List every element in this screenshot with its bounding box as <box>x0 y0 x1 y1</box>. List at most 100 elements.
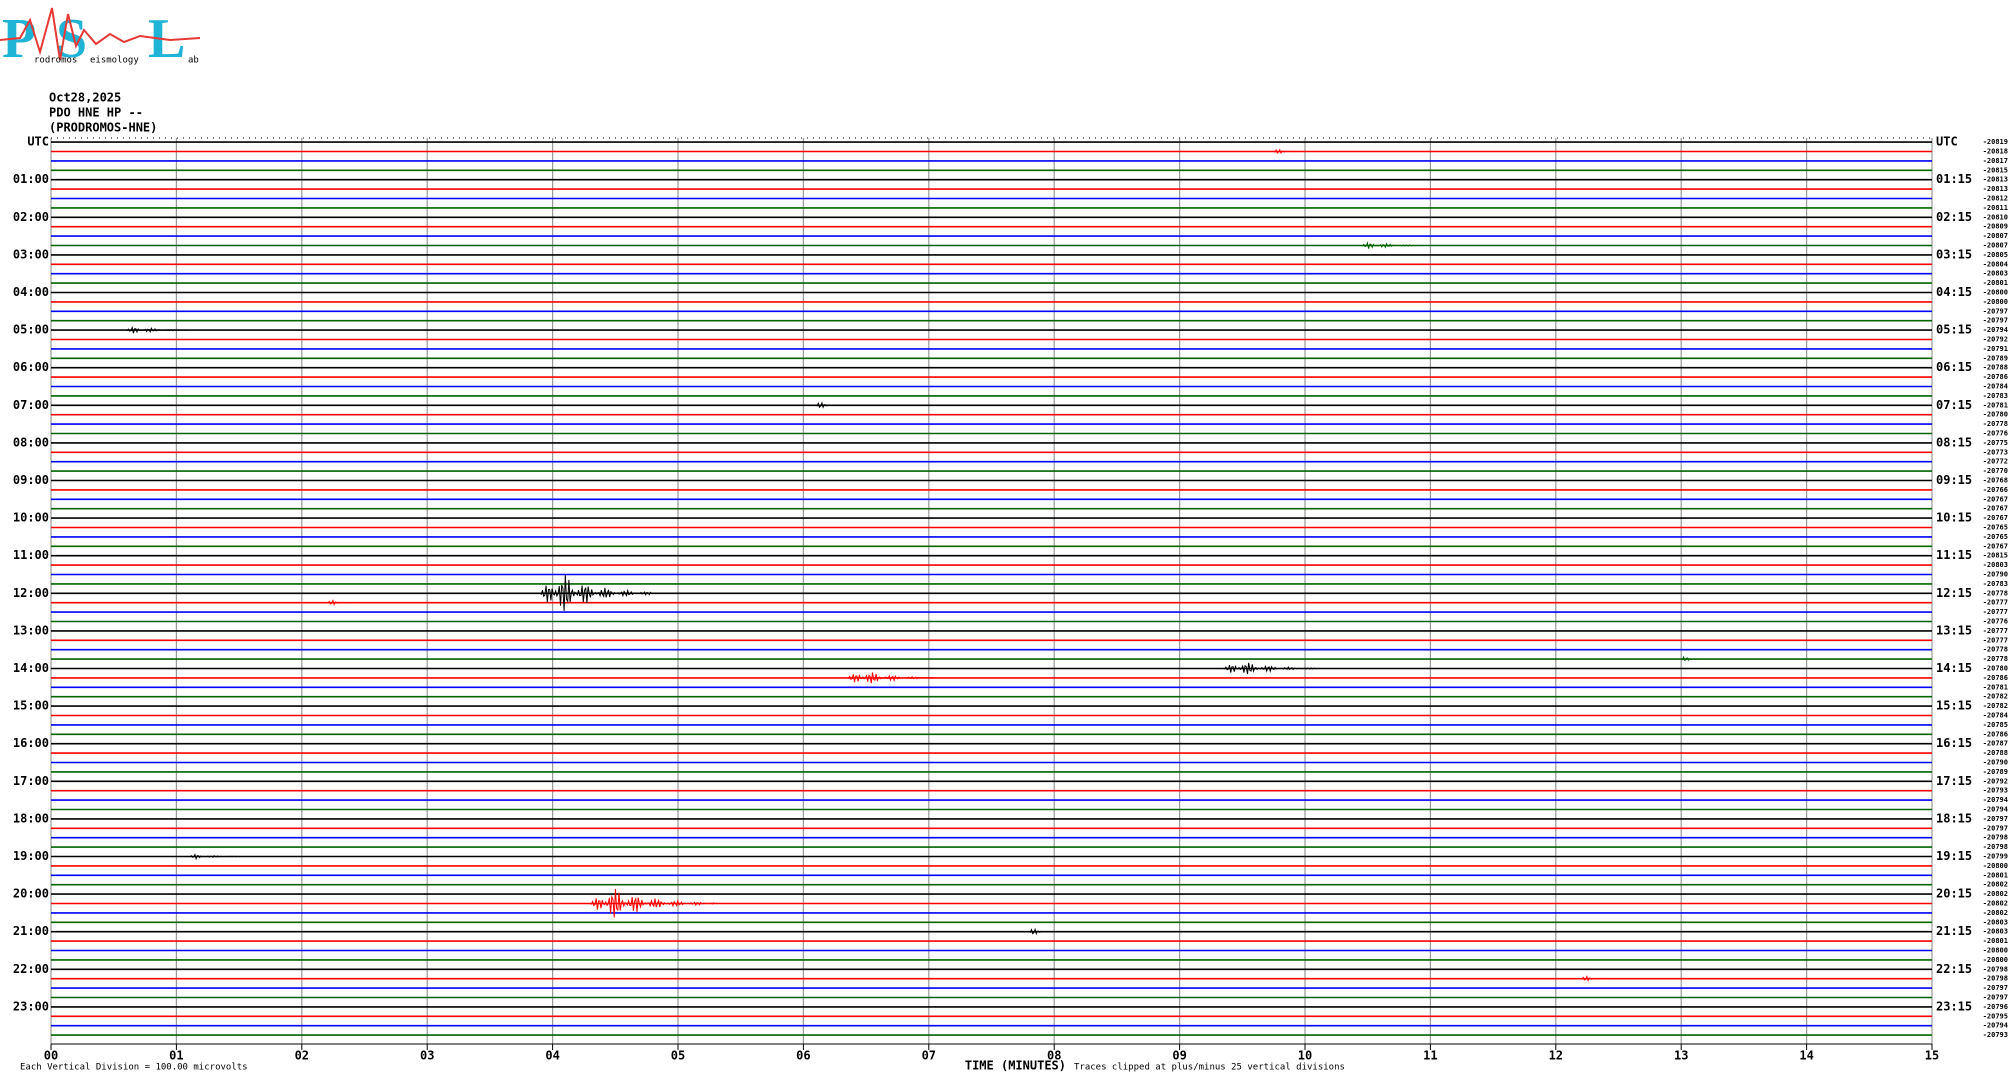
hour-label-right: 17:15 <box>1936 774 1972 788</box>
hour-label-left: 06:00 <box>13 360 49 374</box>
offset-label: -20797 <box>1983 984 2008 992</box>
offset-label: -20791 <box>1983 345 2008 353</box>
offset-label: -20799 <box>1983 853 2008 861</box>
hour-label-left: 22:00 <box>13 962 49 976</box>
offset-label: -20811 <box>1983 204 2008 212</box>
scale-note: Each Vertical Division = 100.00 microvol… <box>20 1063 248 1073</box>
seismic-event <box>589 888 716 918</box>
hour-label-left: 02:00 <box>13 210 49 224</box>
logo-word: eismology <box>90 56 139 66</box>
offset-label: -20789 <box>1983 768 2008 776</box>
hour-label-right: 18:15 <box>1936 811 1972 825</box>
offset-label: -20794 <box>1983 796 2008 804</box>
seismic-event <box>1273 148 1298 155</box>
seismic-event <box>126 325 189 334</box>
x-tick-label: 14 <box>1799 1049 1813 1063</box>
offset-label: -20798 <box>1983 834 2008 842</box>
seismic-event <box>326 599 359 606</box>
hour-label-right: 08:15 <box>1936 435 1972 449</box>
offset-label: -20776 <box>1983 618 2008 626</box>
offset-label: -20801 <box>1983 279 2008 287</box>
offset-label: -20777 <box>1983 608 2008 616</box>
offset-label: -20803 <box>1983 918 2008 926</box>
offset-label: -20809 <box>1983 223 2008 231</box>
x-tick-label: 10 <box>1298 1049 1312 1063</box>
offset-label: -20795 <box>1983 1012 2008 1020</box>
hour-label-left: 18:00 <box>13 811 49 825</box>
offset-label: -20815 <box>1983 552 2008 560</box>
offset-label: -20802 <box>1983 890 2008 898</box>
hour-label-right: 10:15 <box>1936 511 1972 525</box>
hour-label-left: 08:00 <box>13 435 49 449</box>
hour-label-left: 10:00 <box>13 511 49 525</box>
hour-label-right: 04:15 <box>1936 285 1972 299</box>
offset-label: -20767 <box>1983 542 2008 550</box>
hour-label-left: 21:00 <box>13 924 49 938</box>
hour-label-right: 09:15 <box>1936 473 1972 487</box>
offset-label: -20778 <box>1983 646 2008 654</box>
hour-label-right: 06:15 <box>1936 360 1972 374</box>
hour-label-left: 04:00 <box>13 285 49 299</box>
hour-label-left: 23:00 <box>13 999 49 1013</box>
hour-label-left: 07:00 <box>13 398 49 412</box>
seismic-event <box>1580 975 1613 982</box>
offset-label: -20778 <box>1983 655 2008 663</box>
hour-label-right: UTC <box>1936 135 1958 149</box>
x-tick-label: 12 <box>1549 1049 1563 1063</box>
hour-label-right: 07:15 <box>1936 398 1972 412</box>
x-tick-label: 01 <box>169 1049 183 1063</box>
offset-label: -20800 <box>1983 289 2008 297</box>
offset-label: -20800 <box>1983 956 2008 964</box>
offset-label: -20768 <box>1983 477 2008 485</box>
offset-label: -20782 <box>1983 693 2008 701</box>
hour-label-left: 20:00 <box>13 887 49 901</box>
seismic-event <box>1028 927 1054 936</box>
offset-label: -20797 <box>1983 307 2008 315</box>
offset-label: -20784 <box>1983 383 2008 391</box>
offset-label: -20770 <box>1983 467 2008 475</box>
offset-label: -20788 <box>1983 364 2008 372</box>
x-tick-label: 13 <box>1674 1049 1688 1063</box>
offset-label: -20784 <box>1983 712 2008 720</box>
x-tick-label: 09 <box>1172 1049 1186 1063</box>
offset-label: -20777 <box>1983 599 2008 607</box>
offset-label: -20780 <box>1983 411 2008 419</box>
x-axis-label: TIME (MINUTES) <box>965 1059 1066 1073</box>
hour-label-right: 20:15 <box>1936 887 1972 901</box>
offset-label: -20777 <box>1983 636 2008 644</box>
x-tick-label: 06 <box>796 1049 810 1063</box>
hour-label-left: 14:00 <box>13 661 49 675</box>
offset-label: -20773 <box>1983 448 2008 456</box>
offset-label: -20801 <box>1983 871 2008 879</box>
offset-label: -20803 <box>1983 928 2008 936</box>
offset-label: -20786 <box>1983 674 2008 682</box>
offset-label: -20801 <box>1983 937 2008 945</box>
hour-label-right: 01:15 <box>1936 172 1972 186</box>
offset-label: -20817 <box>1983 157 2008 165</box>
hour-label-left: 05:00 <box>13 323 49 337</box>
offset-label: -20789 <box>1983 354 2008 362</box>
offset-label: -20780 <box>1983 665 2008 673</box>
hour-label-left: UTC <box>27 135 49 149</box>
seismic-event <box>188 853 239 861</box>
header-date: Oct28,2025 <box>49 91 121 105</box>
offset-label: -20800 <box>1983 862 2008 870</box>
hour-label-left: 12:00 <box>13 586 49 600</box>
offset-label: -20783 <box>1983 392 2008 400</box>
x-tick-label: 00 <box>44 1049 58 1063</box>
hour-label-right: 12:15 <box>1936 586 1972 600</box>
seismic-event <box>1361 241 1424 249</box>
offset-label: -20797 <box>1983 317 2008 325</box>
offset-label: -20798 <box>1983 975 2008 983</box>
header-channel: PDO HNE HP -- <box>49 106 143 120</box>
offset-label: -20790 <box>1983 571 2008 579</box>
seismic-event <box>847 672 936 684</box>
logo-wave <box>0 7 201 61</box>
offset-label: -20810 <box>1983 213 2008 221</box>
offset-label: -20778 <box>1983 420 2008 428</box>
offset-label: -20785 <box>1983 721 2008 729</box>
x-tick-label: 03 <box>420 1049 434 1063</box>
offset-label: -20798 <box>1983 965 2008 973</box>
offset-label: -20802 <box>1983 909 2008 917</box>
